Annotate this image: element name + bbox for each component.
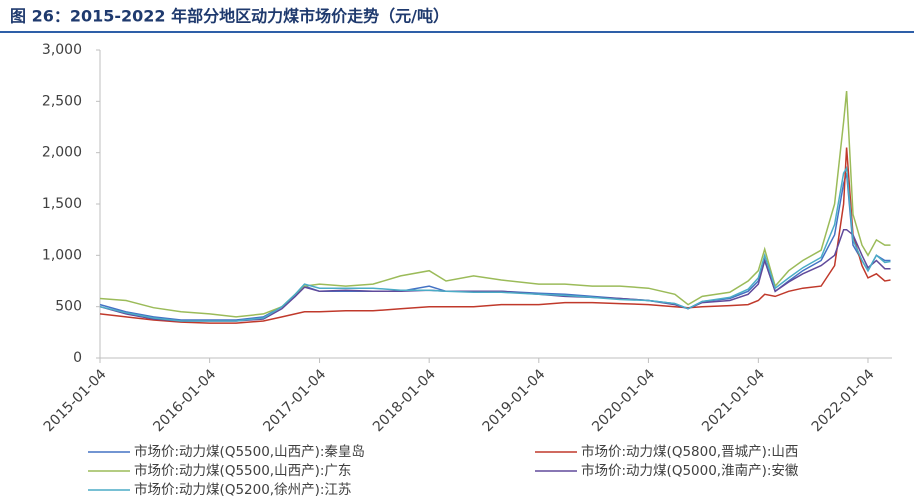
series-line [99, 228, 891, 322]
legend-label: 市场价:动力煤(Q5000,淮南产):安徽 [581, 462, 799, 479]
chart-title: 图 26：2015-2022 年部分地区动力煤市场价走势（元/吨） [10, 7, 449, 26]
y-tick-label: 0 [73, 350, 82, 366]
y-tick-label: 2,500 [42, 93, 82, 109]
legend-label: 市场价:动力煤(Q5800,晋城产):山西 [581, 443, 798, 460]
x-tick-label: 2022-01-04 [809, 366, 878, 435]
y-tick-label: 2,000 [42, 145, 82, 161]
legend-label: 市场价:动力煤(Q5500,山西产):秦皇岛 [134, 443, 365, 460]
x-tick-label: 2015-01-04 [41, 366, 110, 435]
x-tick-label: 2016-01-04 [150, 366, 219, 435]
y-tick-label: 500 [55, 299, 82, 315]
x-tick-label: 2021-01-04 [699, 366, 768, 435]
series-line [99, 172, 891, 321]
x-tick-label: 2019-01-04 [480, 366, 549, 435]
x-tick-label: 2020-01-04 [589, 366, 658, 435]
y-tick-label: 3,000 [42, 42, 82, 58]
y-tick-label: 1,500 [42, 196, 82, 212]
x-tick-label: 2018-01-04 [370, 366, 439, 435]
legend-label: 市场价:动力煤(Q5200,徐州产):江苏 [134, 481, 351, 498]
series-line [99, 147, 891, 324]
x-tick-label: 2017-01-04 [260, 366, 329, 435]
legend-label: 市场价:动力煤(Q5500,山西产):广东 [134, 462, 351, 479]
y-tick-label: 1,000 [42, 247, 82, 263]
series-line [99, 165, 891, 322]
